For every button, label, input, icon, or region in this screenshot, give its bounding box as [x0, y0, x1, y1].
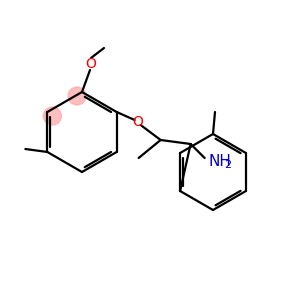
Circle shape	[68, 87, 86, 105]
Text: O: O	[85, 57, 96, 71]
Circle shape	[44, 107, 62, 125]
Text: NH: NH	[208, 154, 232, 169]
Text: O: O	[132, 115, 143, 129]
Text: 2: 2	[224, 160, 231, 170]
